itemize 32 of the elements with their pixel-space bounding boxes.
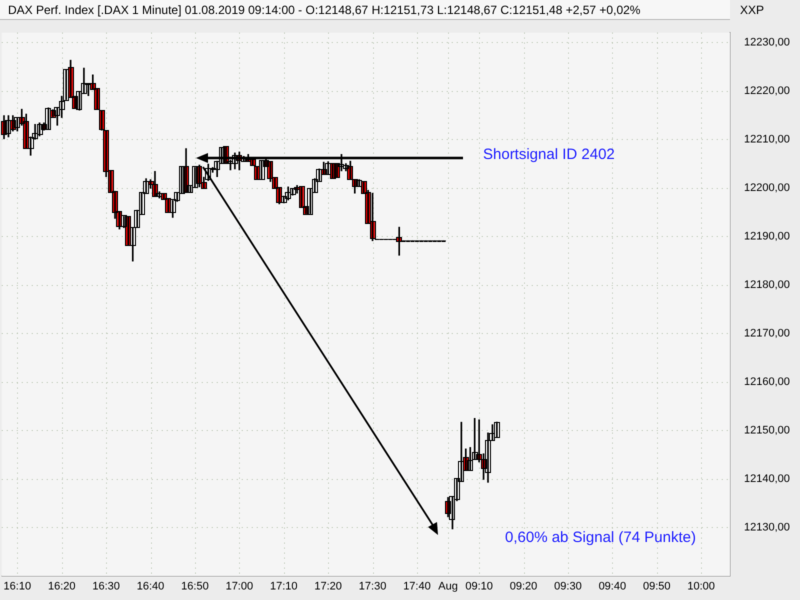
x-tick-label: 09:50 xyxy=(642,580,670,593)
y-tick-label: 12130,00 xyxy=(744,522,790,534)
x-tick-label: 16:30 xyxy=(92,580,120,593)
x-tick-label: 16:10 xyxy=(4,580,32,593)
x-tick-label: 17:00 xyxy=(226,580,254,593)
y-tick-label: 12160,00 xyxy=(744,376,790,388)
x-tick-label: 09:10 xyxy=(465,580,493,593)
y-tick-label: 12190,00 xyxy=(744,230,790,242)
y-tick-label: 12140,00 xyxy=(744,472,790,485)
x-tick-label: 09:30 xyxy=(554,580,582,593)
y-tick-label: 12180,00 xyxy=(744,278,790,291)
x-tick-label: 10:00 xyxy=(687,580,715,593)
x-tick-label: 16:20 xyxy=(48,580,76,593)
x-tick-label: 09:40 xyxy=(598,580,626,593)
x-tick-label: 09:20 xyxy=(510,580,538,593)
x-tick-label: 16:50 xyxy=(181,580,209,593)
x-tick-label: 17:10 xyxy=(270,580,298,593)
x-tick-label: 17:20 xyxy=(314,580,342,593)
y-tick-label: 12210,00 xyxy=(744,133,790,146)
x-tick-label: Aug xyxy=(438,580,458,593)
chart-title: DAX Perf. Index [.DAX 1 Minute] 01.08.2019 09:14:00 - O:12148,67 H:12151,73 L:12148,67 C:12151,48 +2,57 +0,02% xyxy=(0,0,730,20)
annotation: Shortsignal ID 2402 xyxy=(483,146,615,163)
y-tick-label: 12200,00 xyxy=(744,182,790,194)
y-tick-label: 12220,00 xyxy=(744,84,790,97)
x-tick-label: 17:40 xyxy=(403,580,431,593)
y-tick-label: 12230,00 xyxy=(744,36,790,48)
x-tick-label: 17:30 xyxy=(358,580,386,593)
annotation: 0,60% ab Signal (74 Punkte) xyxy=(505,529,696,546)
text: XXP xyxy=(740,3,764,17)
y-tick-label: 12170,00 xyxy=(744,327,790,340)
x-tick-label: 16:40 xyxy=(136,580,164,593)
y-tick-label: 12150,00 xyxy=(744,424,790,436)
